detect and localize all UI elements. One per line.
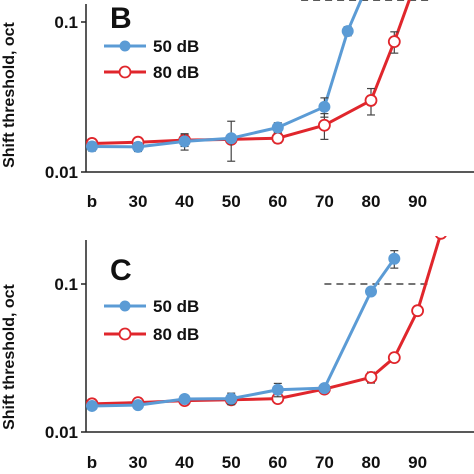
data-point-50db [271,121,284,134]
series-line-50db [91,257,396,408]
data-point-80db [387,35,401,49]
data-point-50db [86,140,98,153]
plot-area [86,236,447,412]
legend-label: 80 dB [153,325,199,344]
x-tick-label: 50 [222,192,241,211]
data-point-80db [435,236,447,240]
y-tick-label: 0.1 [54,275,78,294]
x-tick-label: 90 [408,453,427,472]
panel-b-chart: 0.01 0.1 b 30 40 50 60 70 80 90 Shift threshold, o… [1,0,474,211]
data-point-50db [225,392,238,405]
data-point-50db [318,100,331,113]
legend-marker [119,300,131,312]
data-point-80db [387,351,401,365]
x-tick-label: 40 [175,192,194,211]
data-point-80db [364,370,378,384]
x-tick-label: 70 [315,192,334,211]
legend-label: 80 dB [153,63,199,82]
data-point-80db [317,118,331,132]
x-tick-label: 30 [129,192,148,211]
data-point-80db [411,304,425,318]
data-point-80db [271,131,285,145]
y-axis-label: Shift threshold, oct [1,283,18,429]
panel-letter: B [110,2,132,35]
y-tick-label: 0.01 [45,423,78,442]
x-tick-label: 70 [315,453,334,472]
data-point-50db [271,383,284,396]
x-tick-label: 30 [129,453,148,472]
panel-letter: C [110,254,132,287]
data-point-50db [132,399,144,412]
x-tick-label: 50 [222,453,241,472]
y-tick-label: 0.01 [45,163,78,182]
series-line-50db [91,0,363,149]
panel-c-chart: 0.01 0.1 b 30 40 50 60 70 80 90 Shift threshold, o… [1,236,474,472]
legend-marker [119,40,131,52]
data-point-80db [364,94,378,107]
data-point-50db [388,252,401,265]
data-point-50db [132,140,144,153]
legend-marker [118,327,132,341]
data-point-50db [341,25,354,38]
x-tick-label: 80 [362,453,381,472]
legend-marker [118,65,132,79]
x-tick-label: 90 [408,192,427,211]
x-tick-label: 40 [175,453,194,472]
data-point-50db [86,399,98,412]
x-tick-label: 60 [268,192,287,211]
data-point-50db [178,393,191,406]
y-axis-label: Shift threshold, oct [1,21,18,167]
legend-label: 50 dB [153,297,199,316]
data-point-50db [225,132,238,145]
data-point-50db [365,285,377,298]
y-tick-label: 0.1 [54,13,78,32]
x-tick-label: b [87,453,97,472]
x-tick-label: b [87,192,97,211]
legend-label: 50 dB [153,37,199,56]
data-point-50db [178,135,191,148]
x-tick-label: 80 [362,192,381,211]
data-point-50db [318,382,331,395]
plot-area [86,0,411,162]
x-tick-label: 60 [268,453,287,472]
